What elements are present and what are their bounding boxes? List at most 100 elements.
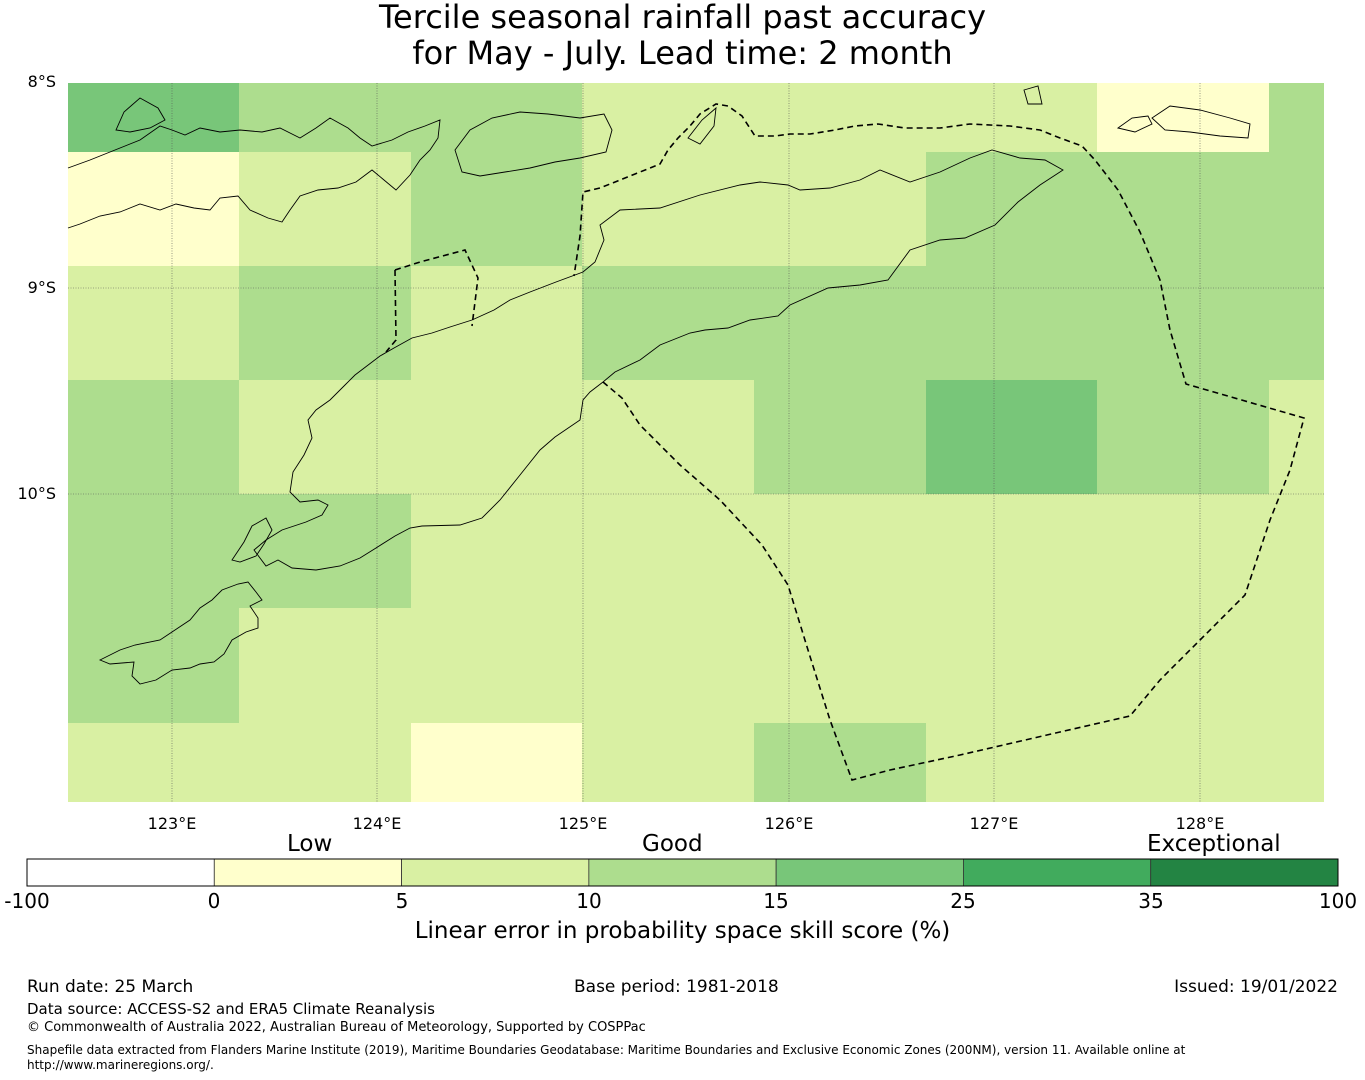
colorbar-frame [26, 858, 1339, 887]
skill-cell [1097, 723, 1269, 802]
skill-cell [926, 608, 1097, 723]
skill-cell [411, 380, 582, 494]
lon-label-124e: 124°E [352, 814, 402, 833]
lon-label-126e: 126°E [764, 814, 814, 833]
colorbar-tick-0: 0 [207, 889, 221, 913]
skill-cell [68, 83, 239, 152]
skill-cell [582, 494, 754, 608]
skill-cell [239, 83, 411, 152]
skill-cell [1269, 723, 1324, 802]
rote-island-coastline [231, 517, 273, 563]
skill-cell [68, 494, 239, 608]
skill-cell [239, 494, 411, 608]
issued-date: Issued: 19/01/2022 [1174, 977, 1338, 997]
colorbar-word-good: Good [642, 831, 703, 857]
skill-cell [1269, 266, 1324, 380]
wetar-island-coastline [1151, 105, 1251, 139]
skill-cell [239, 266, 411, 380]
skill-cell [754, 380, 926, 494]
skill-cell [926, 266, 1097, 380]
title-line-1: Tercile seasonal rainfall past accuracy [378, 0, 987, 36]
colorbar-word-exceptional: Exceptional [1147, 831, 1281, 857]
title-line-2: for May - July. Lead time: 2 month [412, 34, 953, 72]
colorbar-tick-100: 100 [1318, 889, 1358, 913]
skill-cell [754, 152, 926, 266]
small-island-wetar-west [1116, 115, 1153, 133]
skill-cell [68, 266, 239, 380]
skill-cell [1097, 494, 1269, 608]
skill-cell [1097, 266, 1269, 380]
run-date: Run date: 25 March [27, 977, 194, 997]
colorbar-tick-neg100: -100 [4, 889, 50, 913]
skill-cell [1269, 494, 1324, 608]
colorbar-tick-35: 35 [1138, 889, 1164, 913]
colorbar-tick-10: 10 [576, 889, 602, 913]
skill-cell [411, 152, 582, 266]
skill-cell [68, 380, 239, 494]
copyright: © Commonwealth of Australia 2022, Austra… [27, 1020, 646, 1035]
small-island-west-1 [115, 97, 166, 133]
lat-label-8s: 8°S [27, 72, 56, 91]
skill-cell [68, 723, 239, 802]
colorbar-tick-25: 25 [950, 889, 976, 913]
skill-cell [1097, 380, 1269, 494]
skill-cell [926, 494, 1097, 608]
skill-cell [411, 494, 582, 608]
skill-cell [926, 380, 1097, 494]
colorbar-segment [26, 858, 215, 887]
colorbar-segment [963, 858, 1152, 887]
eez-boundary [385, 103, 1305, 781]
skill-cell [411, 608, 582, 723]
lat-label-9s: 9°S [27, 278, 56, 297]
lon-label-127e: 127°E [969, 814, 1019, 833]
skill-cell [754, 723, 926, 802]
skill-cell [239, 380, 411, 494]
skill-cell [411, 83, 582, 152]
atauro-island [687, 106, 717, 145]
colorbar-segment [775, 858, 964, 887]
timor-island-coastline [253, 149, 1064, 571]
skill-cell [754, 266, 926, 380]
skill-cell [926, 723, 1097, 802]
skill-cell [1269, 608, 1324, 723]
lon-label-125e: 125°E [558, 814, 608, 833]
colorbar-word-low: Low [287, 831, 333, 857]
skill-cell [1269, 152, 1324, 266]
skill-cell [1097, 83, 1269, 152]
skill-cell [239, 723, 411, 802]
flores-island-coastline [67, 117, 441, 229]
skill-cell [754, 83, 926, 152]
colorbar-axis-label: Linear error in probability space skill … [414, 918, 951, 944]
skill-cell [239, 152, 411, 266]
colorbar-segment [213, 858, 402, 887]
base-period: Base period: 1981-2018 [574, 977, 779, 997]
skill-cell [582, 380, 754, 494]
graticule [68, 83, 1324, 802]
skill-cell [582, 608, 754, 723]
lon-label-128e: 128°E [1175, 814, 1225, 833]
skill-cell [411, 723, 582, 802]
skill-cell [1269, 83, 1324, 152]
colorbar-segment [1150, 858, 1339, 887]
skill-cell [582, 152, 754, 266]
skill-cell [411, 266, 582, 380]
alor-island-coastline [454, 111, 613, 177]
skill-cell [582, 83, 754, 152]
skill-cell [1097, 152, 1269, 266]
lon-label-123e: 123°E [147, 814, 197, 833]
shapefile-credit-line2: http://www.marineregions.org/. [27, 1058, 214, 1072]
skill-cell [68, 608, 239, 723]
lat-label-10s: 10°S [17, 484, 56, 503]
skill-cell [582, 266, 754, 380]
colorbar-segment [588, 858, 777, 887]
colorbar-segment [401, 858, 590, 887]
skill-cell [754, 494, 926, 608]
shapefile-credit-line1: Shapefile data extracted from Flanders M… [27, 1043, 1186, 1057]
skill-cell [582, 723, 754, 802]
small-island-north [1023, 85, 1043, 105]
sumba-island-coastline [98, 581, 263, 685]
skill-cell [754, 608, 926, 723]
skill-grid [68, 83, 1324, 802]
